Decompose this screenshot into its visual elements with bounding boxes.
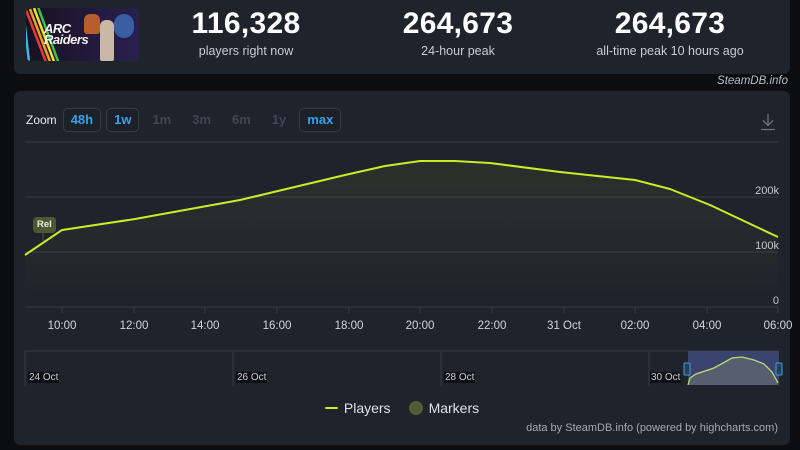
current-players-label: players right now — [198, 44, 294, 58]
legend-markers-label: Markers — [428, 400, 480, 416]
player-chart: Zoom 48h 1w 1m 3m 6m 1y max — [14, 91, 792, 445]
all-time-peak-value: 264,673 — [614, 7, 726, 40]
y-tick-0: 0 — [772, 295, 779, 307]
stats-header: ARC Raiders 116,328 players right now 26… — [14, 0, 790, 74]
x-tick: 04:00 — [692, 320, 722, 332]
x-tick: 16:00 — [262, 320, 292, 332]
zoom-max-button[interactable]: max — [299, 108, 342, 132]
players-area-fill — [25, 161, 778, 307]
x-tick: 18:00 — [334, 320, 364, 332]
chart-credit[interactable]: data by SteamDB.info (powered by highcha… — [526, 422, 778, 434]
current-players-value: 116,328 — [191, 7, 301, 40]
navigator[interactable] — [14, 346, 790, 391]
zoom-1m-button[interactable]: 1m — [152, 112, 172, 127]
steamdb-credit[interactable]: SteamDB.info — [717, 75, 788, 87]
character-art — [84, 14, 100, 34]
x-tick: 10:00 — [47, 320, 77, 332]
navigator-date: 24 Oct — [28, 372, 60, 383]
legend-players-label: Players — [343, 400, 391, 416]
game-logo[interactable]: ARC Raiders — [26, 8, 139, 61]
zoom-1y-button[interactable]: 1y — [271, 112, 287, 127]
navigator-date: 28 Oct — [444, 372, 476, 383]
game-title: ARC Raiders — [44, 21, 89, 47]
zoom-1w-button[interactable]: 1w — [106, 108, 140, 132]
daily-peak-value: 264,673 — [402, 7, 514, 40]
x-tick: 22:00 — [477, 320, 507, 332]
y-tick-100k: 100k — [755, 240, 779, 252]
zoom-48h-button[interactable]: 48h — [62, 108, 102, 132]
x-tick: 14:00 — [190, 320, 220, 332]
all-time-peak-stat: 264,673 all-time peak 10 hours ago — [590, 7, 750, 59]
daily-peak-label: 24-hour peak — [421, 44, 495, 58]
zoom-3m-button[interactable]: 3m — [192, 112, 212, 127]
x-ticks — [61, 307, 779, 313]
plot-area[interactable] — [14, 91, 790, 391]
marker-swatch-icon — [408, 401, 423, 415]
navigator-right-handle — [775, 362, 783, 376]
legend-players[interactable]: Players — [324, 400, 391, 416]
chart-legend: Players Markers — [14, 400, 790, 416]
navigator-date: 30 Oct — [650, 372, 682, 383]
players-line — [24, 160, 779, 256]
current-players-stat: 116,328 players right now — [168, 7, 324, 59]
daily-peak-stat: 264,673 24-hour peak — [380, 7, 536, 59]
release-marker[interactable]: Rel — [33, 217, 56, 233]
line-swatch-icon — [324, 406, 338, 410]
all-time-peak-label: all-time peak 10 hours ago — [596, 44, 744, 58]
character-art — [114, 14, 134, 38]
rainbow-stripes-icon — [26, 8, 60, 61]
character-art — [100, 20, 114, 61]
legend-markers[interactable]: Markers — [408, 400, 480, 416]
zoom-6m-button[interactable]: 6m — [232, 112, 251, 127]
x-tick: 12:00 — [119, 320, 149, 332]
x-tick: 31 Oct — [547, 320, 581, 332]
navigator-date: 26 Oct — [236, 372, 268, 383]
x-tick: 06:00 — [763, 320, 793, 332]
y-tick-200k: 200k — [755, 185, 779, 197]
navigator-left-handle — [683, 362, 691, 376]
x-tick: 02:00 — [620, 320, 650, 332]
download-icon[interactable] — [760, 113, 776, 131]
x-tick: 20:00 — [405, 320, 435, 332]
zoom-label: Zoom — [26, 113, 57, 127]
zoom-selector: Zoom 48h 1w 1m 3m 6m 1y max — [26, 108, 346, 132]
